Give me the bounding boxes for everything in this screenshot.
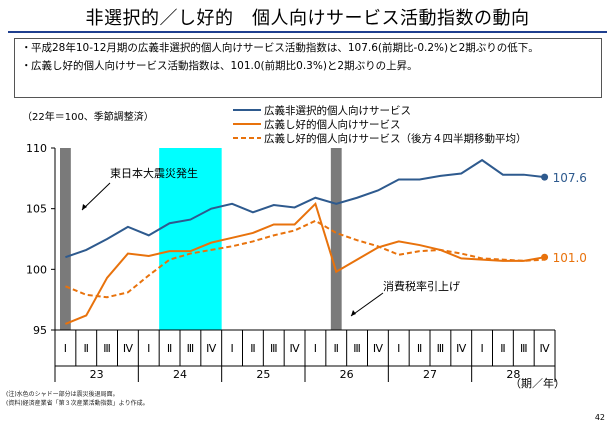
annotations: 東日本大震災発生 消費税率引上げ （期／年）: [81, 166, 565, 390]
legend-label-non-selective: 広義非選択的個人向けサービス: [264, 104, 411, 117]
annotation-tax: 消費税率引上げ: [383, 279, 460, 293]
period-unit-label: （期／年）: [510, 376, 565, 390]
summary-bullet: ・ 平成28年10-12月期の広義非選択的個人向けサービス活動指数は、107.6…: [21, 41, 595, 56]
legend: 広義非選択的個人向けサービス 広義し好的個人向けサービス 広義し好的個人向けサー…: [233, 104, 527, 145]
series-line-1: [65, 201, 545, 325]
quarter-label: Ⅱ: [167, 342, 172, 355]
quarter-label: Ⅳ: [373, 342, 384, 355]
quarter-label: Ⅱ: [84, 342, 89, 355]
series-end-label-0: 107.6: [553, 171, 587, 185]
footnote-shade: (注)水色のシャドー部分は震災後退局面。: [6, 391, 119, 398]
annotation-tax-arrowhead: [351, 310, 356, 316]
legend-label-preference: 広義し好的個人向けサービス: [264, 118, 401, 131]
year-label: 26: [340, 368, 354, 381]
quarter-label: Ⅲ: [187, 342, 195, 355]
quarter-label: Ⅱ: [334, 342, 339, 355]
summary-box: ・ 平成28年10-12月期の広義非選択的個人向けサービス活動指数は、107.6…: [14, 38, 602, 98]
series-end-label-1: 101.0: [553, 251, 587, 265]
quarter-label: Ⅳ: [540, 342, 551, 355]
quarter-label: Ⅰ: [230, 342, 233, 355]
summary-bullet: ・ 広義し好的個人向けサービス活動指数は、101.0(前期比0.3%)と2期ぶり…: [21, 59, 595, 74]
quarter-label: Ⅲ: [353, 342, 361, 355]
title-divider: [8, 31, 607, 33]
quarter-label: Ⅲ: [270, 342, 278, 355]
quarter-label: Ⅰ: [314, 342, 317, 355]
index-base-note: （22年＝100、季節調整済）: [22, 112, 154, 123]
y-tick-label: 110: [26, 142, 47, 155]
y-tick-label: 100: [26, 263, 47, 276]
legend-label-preference-ma: 広義し好的個人向けサービス（後方４四半期移動平均）: [264, 132, 527, 145]
year-label: 27: [423, 368, 437, 381]
annotation-tax-arrow: [350, 292, 384, 317]
page-title: 非選択的／し好的 個人向けサービス活動指数の動向: [85, 8, 530, 29]
quarter-label: Ⅰ: [147, 342, 150, 355]
year-label: 24: [173, 368, 187, 381]
footnote-source: (資料)経済産業省「第３次産業活動指数」より作成。: [6, 400, 149, 407]
series-end-point-0: [541, 173, 549, 181]
y-tick-label: 105: [26, 203, 47, 216]
quarter-label: Ⅳ: [206, 342, 217, 355]
quarter-label: Ⅳ: [456, 342, 467, 355]
quarter-label: Ⅰ: [397, 342, 400, 355]
page-number: 42: [594, 413, 605, 422]
series-line-0: [65, 158, 545, 259]
summary-text: 広義し好的個人向けサービス活動指数は、101.0(前期比0.3%)と2期ぶりの上…: [31, 60, 418, 72]
quarter-label: Ⅰ: [64, 342, 67, 355]
summary-text: 平成28年10-12月期の広義非選択的個人向けサービス活動指数は、107.6(前…: [31, 42, 539, 54]
quarter-label: Ⅱ: [250, 342, 255, 355]
series-layer: 107.6 101.0: [65, 158, 587, 325]
shade-layer: [60, 148, 342, 330]
y-tick-label: 95: [33, 324, 47, 337]
quarter-label: Ⅳ: [123, 342, 134, 355]
quarter-label: Ⅱ: [500, 342, 505, 355]
quarter-label: Ⅰ: [480, 342, 483, 355]
event-shade: [330, 148, 342, 330]
year-label: 28: [506, 368, 520, 381]
annotation-earthquake: 東日本大震災発生: [110, 166, 198, 180]
quarter-label: Ⅲ: [103, 342, 111, 355]
year-label: 25: [256, 368, 270, 381]
annotation-earthquake-arrow: [81, 182, 111, 211]
year-label: 23: [90, 368, 104, 381]
bullet-mark: ・: [21, 42, 32, 54]
event-shade: [60, 148, 71, 330]
recession-shade: [159, 148, 222, 330]
quarter-label: Ⅳ: [290, 342, 301, 355]
bullet-mark: ・: [21, 60, 32, 72]
quarter-label: Ⅲ: [437, 342, 445, 355]
series-line-2: [65, 219, 545, 299]
quarter-label: Ⅱ: [417, 342, 422, 355]
quarter-label: Ⅲ: [520, 342, 528, 355]
annotation-earthquake-arrowhead: [82, 204, 87, 210]
